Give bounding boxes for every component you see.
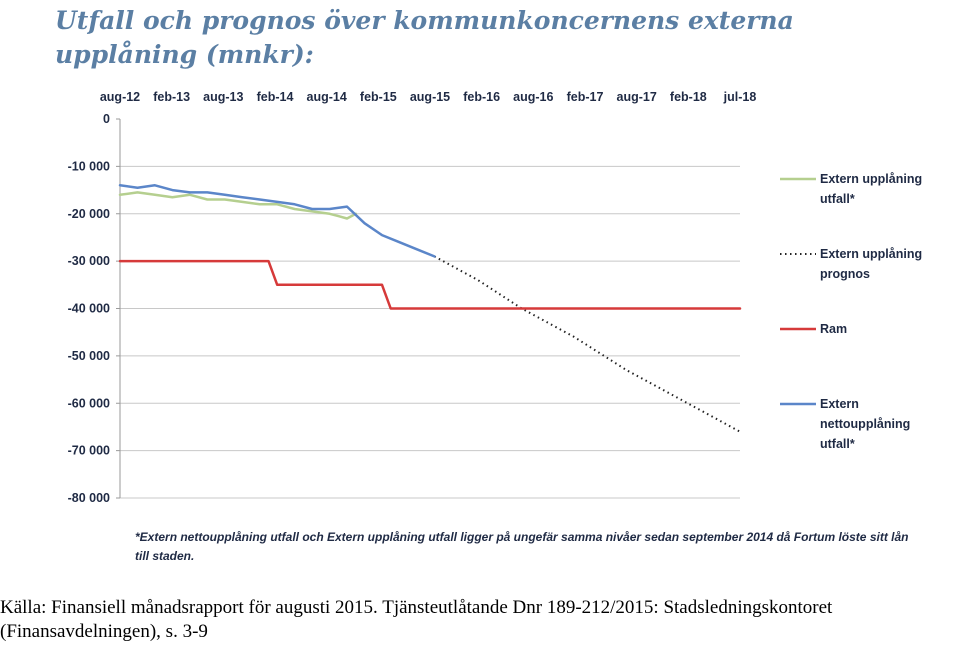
chart-title: Utfall och prognos över kommunkoncernens… <box>55 6 794 69</box>
legend-label: Ram <box>820 322 847 336</box>
x-tick-label: aug-14 <box>307 90 347 104</box>
legend-label: Extern upplåning prognos <box>820 247 922 281</box>
x-tick-label: feb-17 <box>567 90 604 104</box>
y-tick-label: -20 000 <box>68 207 110 221</box>
x-tick-label: feb-13 <box>153 90 190 104</box>
y-tick-label: -40 000 <box>68 302 110 316</box>
x-tick-label: feb-15 <box>360 90 397 104</box>
series-line-extern-upplåning-utfall <box>118 191 358 220</box>
series-line-extern-upplåning-prognos <box>433 255 741 433</box>
x-tick-label: aug-16 <box>513 90 553 104</box>
y-tick-label: -60 000 <box>68 396 110 410</box>
source-caption: Källa: Finansiell månadsrapport för augu… <box>0 597 833 642</box>
legend-label: Extern upplåning utfall* <box>820 172 922 206</box>
x-tick-label: feb-18 <box>670 90 707 104</box>
y-tick-label: 0 <box>103 112 110 126</box>
x-axis-ticks: aug-12 feb-13 aug-13 feb-14 aug-14 feb-15 aug-… <box>100 90 757 104</box>
y-tick-label: -70 000 <box>68 444 110 458</box>
x-tick-label: jul-18 <box>723 90 757 104</box>
legend-label: Extern nettoupplåning utfall* <box>820 397 910 451</box>
line-chart: aug-12 feb-13 aug-13 feb-14 aug-14 feb-15 aug-… <box>68 90 923 505</box>
series-line-ram <box>118 259 742 310</box>
y-tick-label: -10 000 <box>68 159 110 173</box>
x-tick-label: aug-15 <box>410 90 450 104</box>
x-tick-label: aug-17 <box>617 90 657 104</box>
y-tick-label: -80 000 <box>68 491 110 505</box>
series-lines <box>118 184 742 433</box>
y-tick-label: -50 000 <box>68 349 110 363</box>
series-line-extern-nettoupplåning-utfall <box>118 184 436 258</box>
x-tick-label: feb-14 <box>257 90 294 104</box>
x-tick-label: feb-16 <box>463 90 500 104</box>
legend: Extern upplåning utfall* Extern upplåning p… <box>780 172 922 451</box>
y-tick-label: -30 000 <box>68 254 110 268</box>
y-axis-ticks: 0 -10 000 -20 000 -30 000 -40 000 -50 000 -60 … <box>68 112 120 505</box>
chart-footnote: *Extern nettoupplåning utfall och Extern… <box>135 530 909 563</box>
x-tick-label: aug-13 <box>203 90 243 104</box>
x-tick-label: aug-12 <box>100 90 140 104</box>
